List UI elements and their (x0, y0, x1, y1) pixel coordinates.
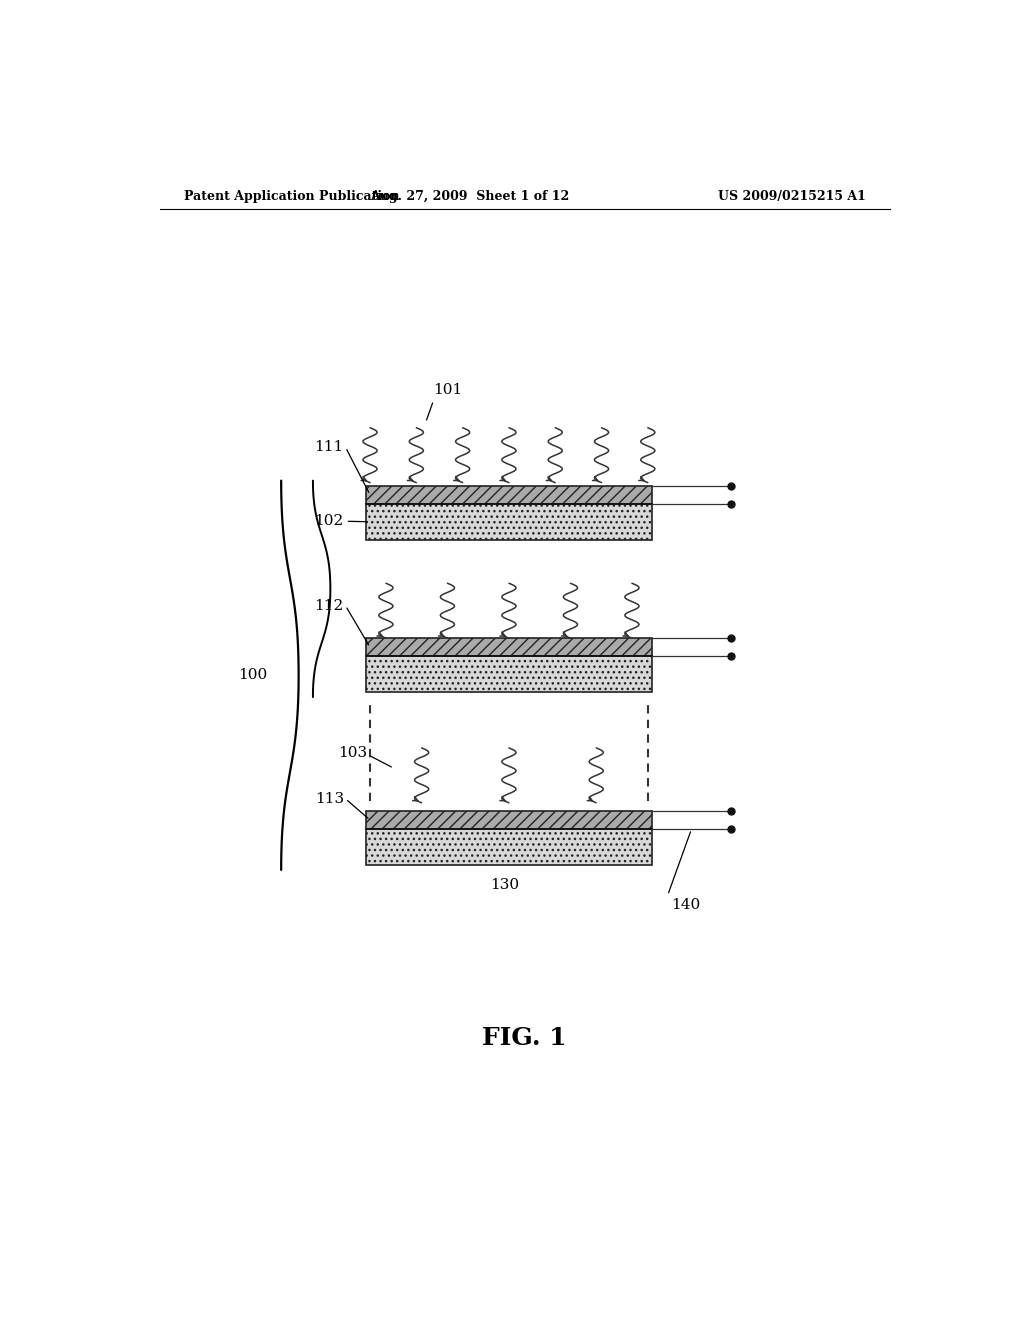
Text: 111: 111 (314, 440, 344, 454)
Text: US 2009/0215215 A1: US 2009/0215215 A1 (718, 190, 866, 202)
Bar (367, 829, 651, 865)
Text: 100: 100 (238, 668, 267, 682)
Text: 130: 130 (490, 878, 519, 892)
Bar (367, 486, 651, 504)
Bar (367, 638, 651, 656)
Text: 101: 101 (433, 383, 463, 397)
Bar (367, 656, 651, 692)
Text: 113: 113 (314, 792, 344, 805)
Bar (367, 504, 651, 540)
Text: Aug. 27, 2009  Sheet 1 of 12: Aug. 27, 2009 Sheet 1 of 12 (370, 190, 569, 202)
Text: 140: 140 (672, 899, 700, 912)
Text: FIG. 1: FIG. 1 (482, 1026, 567, 1049)
Text: 112: 112 (314, 598, 344, 612)
Text: Patent Application Publication: Patent Application Publication (183, 190, 399, 202)
Bar (367, 810, 651, 829)
Text: 103: 103 (339, 746, 368, 760)
Text: 102: 102 (314, 515, 344, 528)
